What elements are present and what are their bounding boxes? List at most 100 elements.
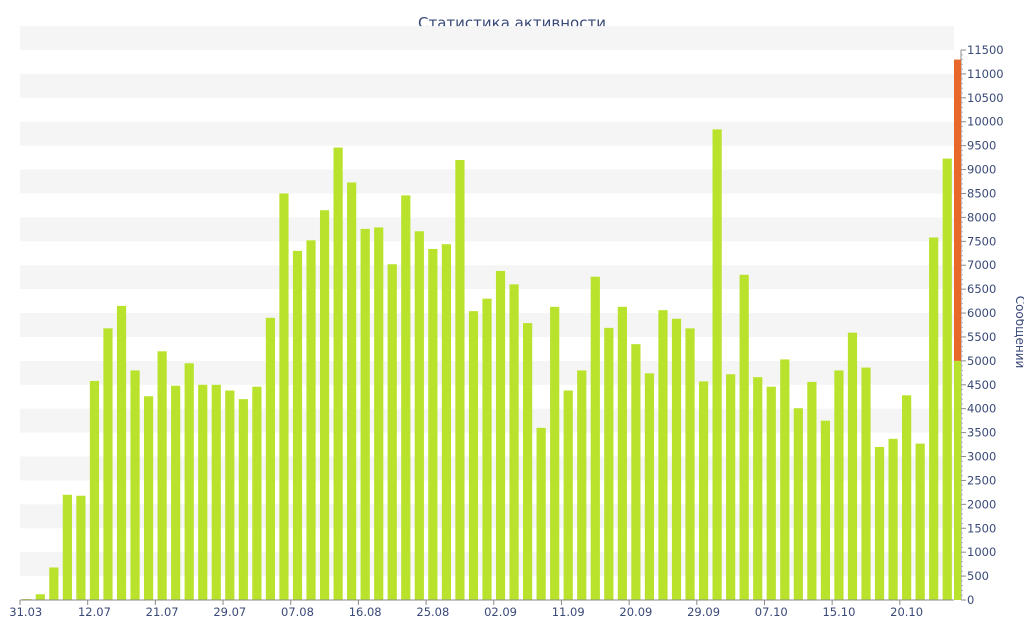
x-tick-label: 21.07 [146, 605, 179, 619]
bar [847, 332, 858, 600]
x-tick-label: 31.03 [9, 605, 42, 619]
x-tick-label: 20.09 [619, 605, 652, 619]
bar [49, 567, 59, 600]
bar [387, 264, 397, 600]
y-tick-label: 3500 [967, 426, 996, 440]
y-tick-label: 4500 [967, 378, 996, 392]
y-tick-label: 9000 [967, 163, 996, 177]
bar [820, 420, 831, 600]
bar [685, 328, 695, 600]
bar [563, 390, 573, 600]
bar [807, 381, 817, 600]
bar [874, 446, 885, 600]
x-axis: 31.03 12.07 21.07 29.07 07.08 16.08 25.08 02.09… [9, 599, 954, 619]
bars [22, 129, 952, 601]
y-tick-label: 2000 [967, 497, 996, 511]
bar [184, 363, 194, 600]
bar [590, 276, 600, 600]
x-tick-label: 11.09 [552, 605, 585, 619]
y-tick-label: 7000 [967, 258, 996, 272]
y-tick-label: 6500 [967, 282, 996, 296]
y-tick-label: 2500 [967, 473, 996, 487]
bar [35, 594, 45, 600]
y-tick-label: 9500 [967, 139, 996, 153]
bar [942, 158, 952, 600]
bar [211, 384, 221, 600]
bar [333, 147, 343, 600]
bar [902, 395, 912, 600]
y-tick-label: 4000 [967, 402, 996, 416]
y-tick-label: 5000 [967, 354, 996, 368]
grid-band [20, 121, 954, 146]
grid-band [20, 265, 954, 290]
bar [455, 160, 465, 600]
bar [157, 351, 167, 600]
x-tick-label: 16.08 [349, 605, 382, 619]
y-tick-label: 8000 [967, 210, 996, 224]
bar [793, 408, 803, 600]
bar [577, 370, 587, 600]
bar [306, 240, 316, 600]
y-tick-label: 0 [967, 593, 974, 607]
y-tick-label: 10000 [967, 115, 1004, 129]
bar [414, 231, 424, 600]
bar [536, 427, 546, 600]
bar [712, 129, 722, 601]
bar [617, 306, 627, 600]
bar [861, 367, 871, 600]
bar [171, 385, 181, 600]
y-axis: 0 500 1000 1500 2000 2500 3000 3500 4000 4500 5000… [960, 43, 1004, 607]
y-tick-label: 11500 [967, 43, 1004, 57]
bar [780, 359, 790, 600]
y-tick-label: 1000 [967, 545, 996, 559]
color-scale-high [954, 59, 961, 361]
bar [726, 374, 736, 600]
bar [374, 227, 384, 600]
x-tick-label: 20.10 [890, 605, 923, 619]
bar [915, 443, 925, 600]
bar [644, 373, 655, 600]
bar [888, 438, 898, 600]
bar [347, 182, 357, 600]
bar [495, 270, 506, 600]
bar [225, 390, 235, 600]
bar [482, 298, 492, 600]
bar [753, 377, 763, 600]
bar [834, 370, 844, 600]
y-tick-label: 8500 [967, 186, 996, 200]
bar [401, 195, 411, 601]
grid-band [20, 26, 954, 50]
y-tick-label: 3000 [967, 450, 996, 464]
grid-band [20, 169, 954, 194]
y-tick-label: 500 [967, 569, 989, 583]
bar [631, 344, 641, 600]
bar [62, 494, 72, 600]
bar [265, 317, 276, 600]
bar [292, 250, 303, 600]
bar [130, 370, 140, 600]
x-tick-label: 29.09 [687, 605, 720, 619]
grid-band [20, 73, 954, 98]
x-tick-label: 07.10 [755, 605, 788, 619]
bar [279, 193, 289, 600]
x-tick-label: 02.09 [484, 605, 517, 619]
y-tick-label: 6000 [967, 306, 996, 320]
x-tick-label: 07.08 [281, 605, 314, 619]
x-tick-label: 12.07 [78, 605, 111, 619]
bar [509, 284, 519, 600]
y-tick-label: 10500 [967, 91, 1004, 105]
bar [658, 310, 668, 600]
bar [766, 386, 776, 600]
bar [319, 210, 330, 600]
bar [550, 306, 560, 600]
bar [929, 237, 939, 600]
x-tick-label: 25.08 [416, 605, 449, 619]
bar [523, 323, 533, 600]
color-scale [954, 59, 961, 600]
bar [89, 380, 100, 600]
y-tick-label: 11000 [967, 67, 1004, 81]
y-tick-label: 5500 [967, 330, 996, 344]
bar [116, 305, 127, 600]
